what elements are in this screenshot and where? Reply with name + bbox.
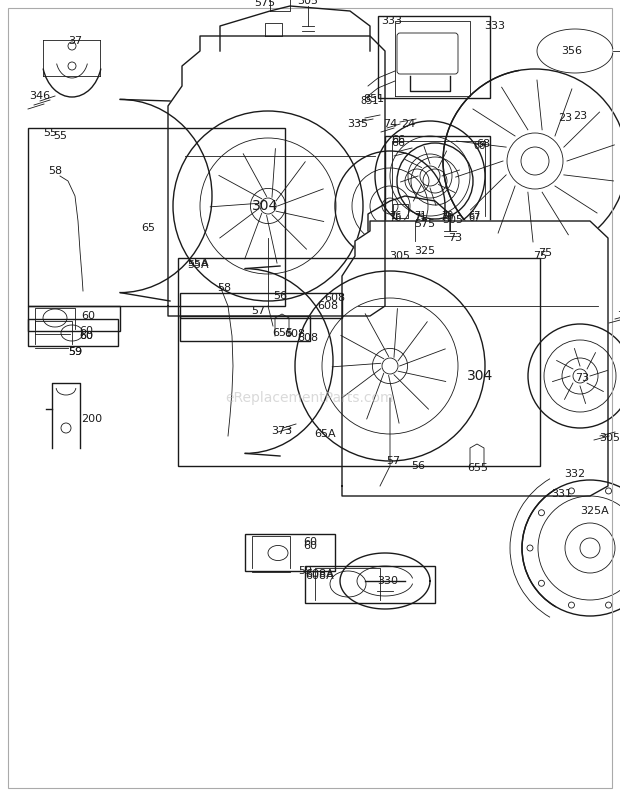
Text: 59: 59 [68,347,82,357]
Text: 55: 55 [43,128,57,138]
Text: 333: 333 [381,16,402,26]
Text: 58: 58 [48,166,62,176]
Text: 575: 575 [414,219,436,229]
Text: 56: 56 [273,291,287,301]
Text: 73: 73 [575,373,589,383]
Text: 68: 68 [474,141,486,151]
Text: 325: 325 [414,246,436,256]
Text: 655: 655 [273,328,293,338]
Text: 58: 58 [217,283,231,293]
Bar [305,566,435,603]
Bar [385,136,490,221]
Text: 333: 333 [484,21,505,31]
Text: 346: 346 [29,91,51,101]
Text: 575: 575 [254,0,275,8]
Text: 60: 60 [79,331,93,341]
Bar [28,319,118,346]
Bar [180,293,342,318]
Text: 68: 68 [476,139,490,149]
Text: 76: 76 [389,211,401,221]
Text: 330: 330 [378,576,399,586]
Text: 76: 76 [389,213,401,223]
Text: 305: 305 [298,0,319,6]
Text: 331: 331 [552,489,572,499]
Text: 608: 608 [317,301,339,311]
Text: 60: 60 [303,537,317,547]
Text: 75: 75 [533,251,547,261]
Text: 608: 608 [324,293,345,303]
Text: 60: 60 [79,331,93,341]
Text: 57: 57 [386,456,400,466]
Text: 24: 24 [401,119,415,129]
Text: 325A: 325A [580,506,609,516]
Text: 608A: 608A [306,569,334,579]
Text: 66: 66 [391,135,405,145]
Polygon shape [168,36,385,316]
Text: 70: 70 [441,211,453,221]
Bar [378,16,490,98]
Text: 74: 74 [383,119,397,129]
Text: 37: 37 [68,36,82,46]
Text: 356: 356 [562,46,583,56]
Bar [28,128,285,306]
Text: 60: 60 [79,326,93,336]
Text: 60: 60 [81,311,95,321]
Text: 55: 55 [53,131,67,141]
Text: 55A: 55A [187,258,209,268]
Text: 608: 608 [298,333,319,343]
Text: 65: 65 [141,223,155,233]
Text: 55A: 55A [187,260,209,270]
Text: 59: 59 [298,566,312,576]
Text: 373: 373 [272,426,293,436]
Text: 608: 608 [285,329,306,339]
Text: 305: 305 [600,433,620,443]
Text: 655: 655 [467,463,489,473]
Text: 56: 56 [411,461,425,471]
Text: 608A: 608A [306,571,334,581]
Bar [180,316,310,341]
Text: 71: 71 [414,213,426,223]
Text: 66: 66 [391,138,405,148]
Text: 67: 67 [469,211,481,221]
Text: 67: 67 [469,213,481,223]
Bar [28,306,120,331]
Text: 57: 57 [251,306,265,316]
Text: 73: 73 [448,233,462,243]
Text: eReplacementParts.com: eReplacementParts.com [226,391,394,405]
Text: 851: 851 [363,94,384,104]
Text: 60: 60 [303,541,317,551]
Text: 74A: 74A [617,311,620,321]
Text: 332: 332 [564,469,585,479]
Bar [178,258,540,466]
Text: 23: 23 [573,111,587,121]
Text: 200: 200 [81,414,102,424]
Text: 305: 305 [443,215,464,225]
Text: 23: 23 [558,113,572,123]
Bar [245,534,335,571]
Text: 65A: 65A [314,429,336,439]
Text: 304: 304 [467,369,493,383]
Polygon shape [342,221,608,496]
Text: 851: 851 [361,96,379,106]
Text: 71: 71 [414,211,426,221]
Text: 335: 335 [347,119,368,129]
Text: 75: 75 [538,248,552,258]
Text: 59: 59 [68,347,82,357]
Text: 304: 304 [252,199,278,213]
Text: 305: 305 [389,251,410,261]
Text: 70: 70 [441,213,453,223]
